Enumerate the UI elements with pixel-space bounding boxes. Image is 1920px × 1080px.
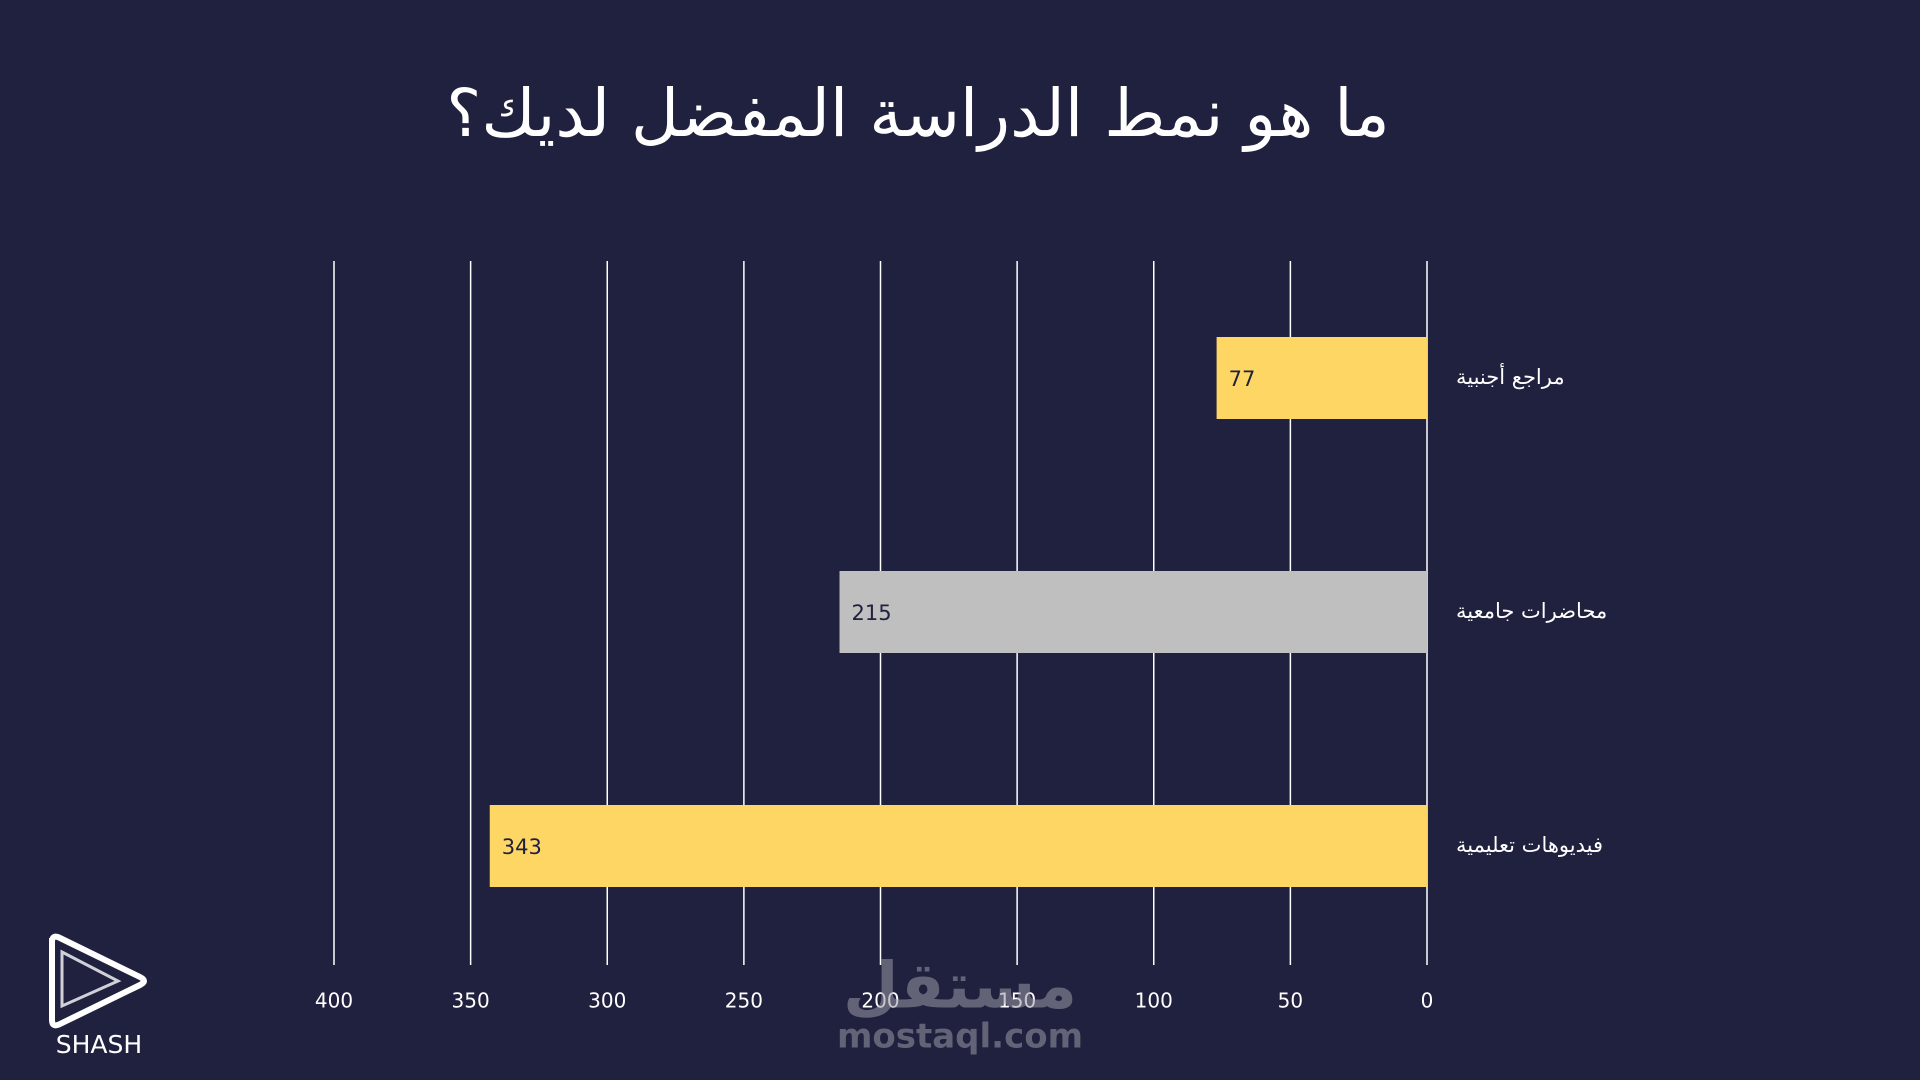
watermark: مستقل mostaql.com	[837, 950, 1083, 1057]
logo-icon-inner	[60, 949, 122, 1009]
x-tick-label: 150	[998, 989, 1036, 1013]
bar	[839, 571, 1427, 653]
logo-text: SHASH	[56, 1030, 142, 1059]
x-tick-label: 100	[1135, 989, 1173, 1013]
logo: SHASH	[49, 933, 147, 1059]
data-label: 215	[852, 601, 892, 625]
bar	[489, 805, 1427, 887]
bar	[1216, 337, 1427, 419]
logo-icon	[49, 933, 147, 1029]
x-tick-label: 300	[588, 989, 626, 1013]
y-tick-label: فيديوهات تعليمية	[1456, 833, 1603, 857]
chart-title: ما هو نمط الدراسة المفضل لديك؟	[446, 75, 1389, 152]
y-tick-label: محاضرات جامعية	[1456, 599, 1607, 623]
y-tick-label: مراجع أجنبية	[1456, 363, 1565, 389]
x-tick-label: 50	[1278, 989, 1303, 1013]
watermark-arabic: مستقل	[843, 950, 1077, 1024]
x-tick-label: 350	[452, 989, 490, 1013]
data-label: 77	[1229, 367, 1256, 391]
x-tick-label: 400	[315, 989, 353, 1013]
x-tick-label: 250	[725, 989, 763, 1013]
data-label: 343	[502, 835, 542, 859]
watermark-latin: mostaql.com	[837, 1017, 1083, 1057]
x-tick-label: 200	[861, 989, 899, 1013]
x-tick-label: 0	[1421, 989, 1434, 1013]
